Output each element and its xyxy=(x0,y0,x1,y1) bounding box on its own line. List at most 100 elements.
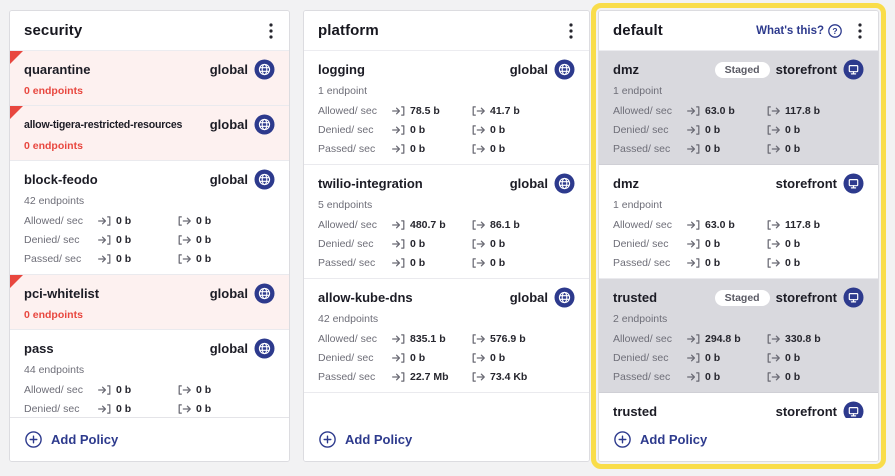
stat-value-egress: 0 b xyxy=(767,143,864,155)
stat-value-ingress: 0 b xyxy=(392,124,472,136)
monitor-icon xyxy=(843,401,864,418)
add-policy-button[interactable]: Add Policy xyxy=(10,418,289,461)
ingress-arrow-icon xyxy=(687,238,700,249)
ingress-arrow-icon xyxy=(98,215,111,226)
policy-list[interactable]: logging global 1 endpoint Allowed/ sec 78.5 … xyxy=(304,51,589,418)
stat-ingress-text: 0 b xyxy=(705,256,721,269)
policy-scope-label: global xyxy=(509,176,548,191)
stat-row-denied: Denied/ sec 0 b 0 b xyxy=(613,120,864,139)
stat-ingress-text: 63.0 b xyxy=(705,218,735,231)
stat-egress-text: 0 b xyxy=(785,123,801,136)
stat-ingress-text: 0 b xyxy=(410,142,426,155)
egress-arrow-icon xyxy=(472,371,485,382)
stat-ingress-text: 0 b xyxy=(116,214,132,227)
policy-card[interactable]: twilio-integration global 5 endpoints Allow… xyxy=(304,165,589,279)
question-circle-icon: ? xyxy=(828,23,842,38)
endpoint-count: 44 endpoints xyxy=(24,364,85,376)
stat-row-passed: Passed/ sec 0 b 0 b xyxy=(318,139,575,158)
egress-arrow-icon xyxy=(178,403,191,414)
policy-name: logging xyxy=(318,62,365,77)
stat-value-egress: 0 b xyxy=(178,384,275,396)
policy-scope-label: storefront xyxy=(775,290,837,305)
add-policy-label: Add Policy xyxy=(51,432,119,447)
policy-name: pci-whitelist xyxy=(24,286,100,301)
whats-this-link[interactable]: What's this?? xyxy=(756,23,842,38)
policy-scope-label: global xyxy=(209,341,248,356)
stat-label: Allowed/ sec xyxy=(318,218,377,231)
stat-value-egress: 0 b xyxy=(472,257,575,269)
egress-arrow-icon xyxy=(472,219,485,230)
stat-value-egress: 0 b xyxy=(767,124,864,136)
ingress-arrow-icon xyxy=(687,333,700,344)
stat-row-denied: Denied/ sec 0 b 0 b xyxy=(613,234,864,253)
policy-card[interactable]: trusted storefront xyxy=(599,393,878,418)
policy-list[interactable]: dmz Staged storefront 1 endpoint Allowed/ se… xyxy=(599,51,878,418)
policy-card[interactable]: allow-kube-dns global 42 endpoints Allowed/… xyxy=(304,279,589,393)
ingress-arrow-icon xyxy=(687,105,700,116)
policy-card[interactable]: allow-tigera-restricted-resources global 0… xyxy=(10,106,289,161)
stat-label: Denied/ sec xyxy=(318,123,374,136)
ingress-arrow-icon xyxy=(687,352,700,363)
policy-name: block-feodo xyxy=(24,172,98,187)
stat-ingress-text: 0 b xyxy=(705,237,721,250)
policy-list[interactable]: quarantine global 0 endpoints allow-tigera-… xyxy=(10,51,289,418)
egress-arrow-icon xyxy=(767,333,780,344)
ingress-arrow-icon xyxy=(392,124,405,135)
staged-badge: Staged xyxy=(714,289,770,306)
policy-card[interactable]: logging global 1 endpoint Allowed/ sec 78.5 … xyxy=(304,51,589,165)
stat-label: Denied/ sec xyxy=(24,402,80,415)
monitor-icon xyxy=(843,173,864,194)
stat-label: Denied/ sec xyxy=(613,123,669,136)
kebab-menu-icon[interactable] xyxy=(853,20,867,42)
stat-label: Allowed/ sec xyxy=(613,104,672,117)
stat-value-ingress: 63.0 b xyxy=(687,105,767,117)
policy-card[interactable]: pci-whitelist global 0 endpoints xyxy=(10,275,289,330)
stat-egress-text: 0 b xyxy=(196,383,212,396)
stat-row-denied: Denied/ sec 0 b 0 b xyxy=(24,230,275,249)
stat-value-egress: 0 b xyxy=(472,238,575,250)
add-policy-button[interactable]: Add Policy xyxy=(599,418,878,461)
staged-badge: Staged xyxy=(714,61,770,78)
policy-card[interactable]: quarantine global 0 endpoints xyxy=(10,51,289,106)
stat-label: Denied/ sec xyxy=(24,233,80,246)
stat-egress-text: 0 b xyxy=(785,351,801,364)
kebab-menu-icon[interactable] xyxy=(264,20,278,42)
globe-icon xyxy=(554,59,575,80)
stat-row-denied: Denied/ sec 0 b 0 b xyxy=(318,348,575,367)
policy-card-header: twilio-integration global xyxy=(318,173,575,194)
policy-card[interactable]: trusted Staged storefront 2 endpoints Allowe… xyxy=(599,279,878,393)
svg-text:?: ? xyxy=(832,26,837,36)
ingress-arrow-icon xyxy=(392,371,405,382)
egress-arrow-icon xyxy=(767,124,780,135)
stat-egress-text: 0 b xyxy=(490,256,506,269)
globe-icon xyxy=(254,59,275,80)
policy-card[interactable]: dmz storefront 1 endpoint Allowed/ sec 63.0 … xyxy=(599,165,878,279)
policy-name: quarantine xyxy=(24,62,91,77)
stat-row-allowed: Allowed/ sec 294.8 b 330.8 b xyxy=(613,329,864,348)
stat-ingress-text: 0 b xyxy=(410,351,426,364)
egress-arrow-icon xyxy=(472,333,485,344)
stat-value-ingress: 0 b xyxy=(687,257,767,269)
stat-value-egress: 0 b xyxy=(178,253,275,265)
monitor-icon xyxy=(843,59,864,80)
policy-name: pass xyxy=(24,341,54,356)
stat-row-passed: Passed/ sec 0 b 0 b xyxy=(613,253,864,272)
stat-ingress-text: 0 b xyxy=(116,383,132,396)
policy-card[interactable]: block-feodo global 42 endpoints Allowed/ se… xyxy=(10,161,289,275)
stat-value-ingress: 0 b xyxy=(687,124,767,136)
ingress-arrow-icon xyxy=(98,253,111,264)
stat-ingress-text: 294.8 b xyxy=(705,332,741,345)
kebab-menu-icon[interactable] xyxy=(564,20,578,42)
policy-name: trusted xyxy=(613,404,658,418)
stat-label: Passed/ sec xyxy=(318,370,376,383)
stat-ingress-text: 0 b xyxy=(705,370,721,383)
ingress-arrow-icon xyxy=(392,143,405,154)
policy-card-header: allow-tigera-restricted-resources global xyxy=(24,114,275,135)
add-policy-button[interactable]: Add Policy xyxy=(304,418,589,461)
policy-card[interactable]: pass global 44 endpoints Allowed/ sec 0 b 0 b… xyxy=(10,330,289,417)
stat-row-denied: Denied/ sec 0 b 0 b xyxy=(613,348,864,367)
stat-row-denied: Denied/ sec 0 b 0 b xyxy=(318,120,575,139)
globe-icon xyxy=(554,173,575,194)
stat-egress-text: 0 b xyxy=(196,214,212,227)
policy-card[interactable]: dmz Staged storefront 1 endpoint Allowed/ se… xyxy=(599,51,878,165)
